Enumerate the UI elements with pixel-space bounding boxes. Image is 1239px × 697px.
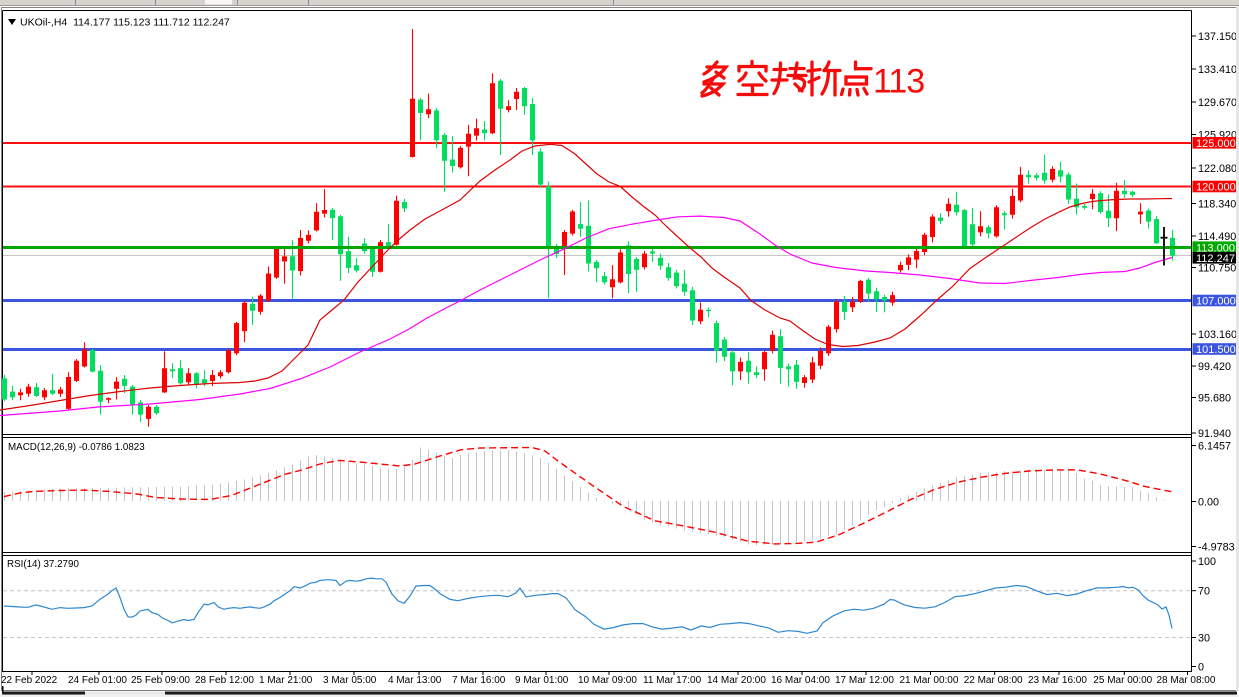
svg-text:1 Mar 21:00: 1 Mar 21:00 — [259, 675, 313, 686]
svg-text:112.247: 112.247 — [1196, 253, 1235, 265]
svg-text:110.750: 110.750 — [1198, 263, 1236, 275]
svg-text:22 Mar 08:00: 22 Mar 08:00 — [964, 675, 1023, 686]
svg-text:25 Mar 00:00: 25 Mar 00:00 — [1093, 675, 1152, 686]
svg-text:70: 70 — [1198, 586, 1210, 598]
svg-text:3 Mar 05:00: 3 Mar 05:00 — [323, 675, 377, 686]
svg-text:107.000: 107.000 — [1196, 296, 1236, 308]
svg-text:114.490: 114.490 — [1198, 231, 1236, 243]
svg-text:9 Mar 01:00: 9 Mar 01:00 — [515, 675, 569, 686]
svg-text:118.340: 118.340 — [1198, 199, 1236, 211]
svg-text:22 Feb 2022: 22 Feb 2022 — [1, 675, 58, 686]
svg-text:0.00: 0.00 — [1198, 497, 1219, 509]
svg-text:28 Feb 12:00: 28 Feb 12:00 — [195, 675, 254, 686]
svg-text:137.150: 137.150 — [1198, 31, 1237, 43]
svg-text:103.160: 103.160 — [1198, 329, 1237, 341]
svg-text:17 Mar 12:00: 17 Mar 12:00 — [835, 675, 894, 686]
svg-text:91.940: 91.940 — [1198, 428, 1231, 440]
svg-text:24 Feb 01:00: 24 Feb 01:00 — [68, 675, 127, 686]
svg-text:122.080: 122.080 — [1198, 163, 1237, 175]
svg-text:4 Mar 13:00: 4 Mar 13:00 — [388, 675, 442, 686]
svg-text:120.000: 120.000 — [1196, 182, 1236, 194]
svg-text:0: 0 — [1198, 662, 1204, 674]
svg-text:21 Mar 00:00: 21 Mar 00:00 — [900, 675, 959, 686]
svg-text:101.500: 101.500 — [1196, 344, 1236, 356]
svg-text:113: 113 — [873, 63, 924, 101]
svg-text:30: 30 — [1198, 633, 1210, 645]
svg-text:129.670: 129.670 — [1198, 97, 1237, 109]
svg-text:113.000: 113.000 — [1196, 242, 1235, 254]
svg-text:100: 100 — [1198, 556, 1216, 568]
svg-text:28 Mar 08:00: 28 Mar 08:00 — [1157, 675, 1216, 686]
svg-text:10 Mar 09:00: 10 Mar 09:00 — [578, 675, 637, 686]
svg-text:11 Mar 17:00: 11 Mar 17:00 — [643, 675, 702, 686]
svg-text:7 Mar 16:00: 7 Mar 16:00 — [452, 675, 506, 686]
svg-text:95.680: 95.680 — [1198, 393, 1231, 405]
svg-text:133.410: 133.410 — [1198, 64, 1237, 76]
svg-text:99.420: 99.420 — [1198, 361, 1231, 373]
svg-text:RSI(14) 37.2790: RSI(14) 37.2790 — [7, 559, 79, 570]
svg-text:25 Feb 09:00: 25 Feb 09:00 — [131, 675, 190, 686]
svg-text:23 Mar 16:00: 23 Mar 16:00 — [1028, 675, 1087, 686]
svg-text:-4.9783: -4.9783 — [1198, 542, 1235, 554]
svg-text:125.000: 125.000 — [1196, 138, 1236, 150]
svg-text:14 Mar 20:00: 14 Mar 20:00 — [707, 675, 766, 686]
svg-text:UKOil-,H4 114.177 115.123 111: UKOil-,H4 114.177 115.123 111.712 112.24… — [20, 17, 230, 29]
svg-text:16 Mar 04:00: 16 Mar 04:00 — [771, 675, 830, 686]
svg-text:MACD(12,26,9) -0.0786 1.0823: MACD(12,26,9) -0.0786 1.0823 — [8, 442, 145, 453]
svg-text:6.1457: 6.1457 — [1198, 441, 1231, 453]
